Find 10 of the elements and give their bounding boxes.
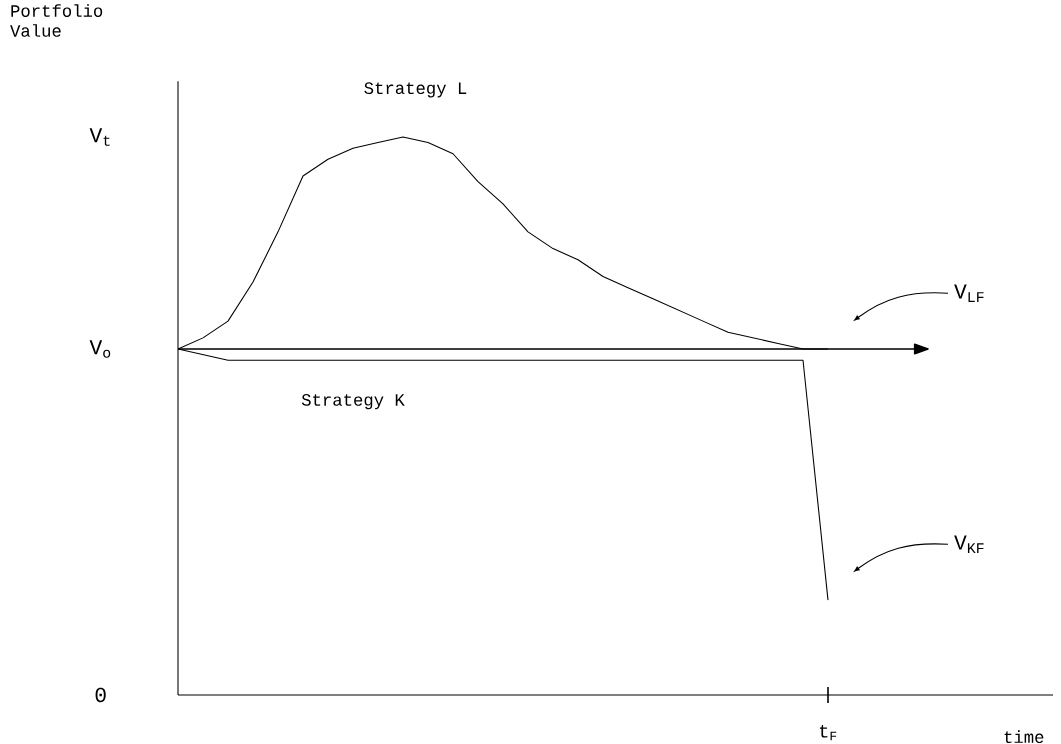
text: t$_{F}$ [819, 725, 837, 741]
annotation: V$_{KF}$ [954, 535, 984, 554]
text: Portfolio Value [10, 4, 103, 37]
text: 0 [95, 687, 106, 703]
text: Strategy L [364, 82, 467, 98]
x-axis-title: time [1004, 730, 1044, 744]
annotation: V$_{LF}$ [954, 284, 984, 302]
text: V$_{t}$ [89, 128, 110, 146]
text: V$_{o}$ [89, 340, 111, 358]
series-label: Strategy K [301, 394, 405, 410]
